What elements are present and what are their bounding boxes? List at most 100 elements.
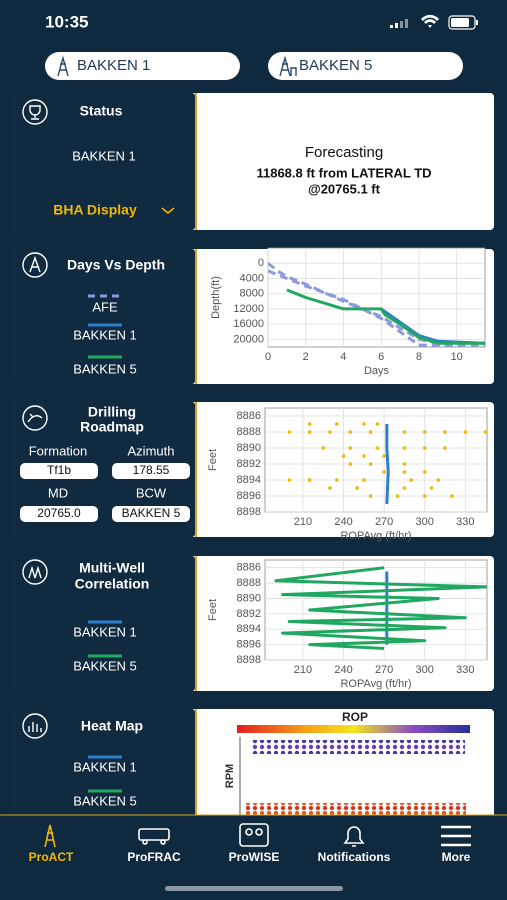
x-tick-label: 330 xyxy=(456,516,474,528)
field-value: Tf1b xyxy=(47,463,71,477)
field-value: BAKKEN 5 xyxy=(122,506,181,520)
legend-label: BAKKEN 5 xyxy=(73,361,137,376)
well-button[interactable]: BAKKEN 1 xyxy=(45,52,240,80)
tab-label[interactable]: ProFRAC xyxy=(127,850,181,864)
scatter-point xyxy=(368,430,373,434)
scatter-point xyxy=(382,454,386,458)
tab-label[interactable]: More xyxy=(442,850,471,864)
legend-label: BAKKEN 1 xyxy=(73,624,137,639)
scatter-point xyxy=(422,470,427,474)
x-tick-label: 270 xyxy=(375,664,393,676)
scatter-point xyxy=(287,478,292,482)
scatter-point xyxy=(463,430,468,434)
field-value: 178.55 xyxy=(133,463,170,477)
well-button-label[interactable]: BAKKEN 1 xyxy=(77,57,150,74)
tab-label[interactable]: Notifications xyxy=(318,850,391,864)
series-line xyxy=(385,424,390,505)
colorbar xyxy=(237,725,470,733)
heat-dots xyxy=(246,803,466,815)
scatter-point xyxy=(362,454,366,458)
forecast-line: 11868.8 ft from LATERAL TD xyxy=(256,165,431,180)
scatter-point xyxy=(402,430,407,434)
scatter-point xyxy=(429,486,434,490)
card-title: Days Vs Depth xyxy=(67,257,165,273)
x-tick-label: 0 xyxy=(265,351,271,363)
scatter-point xyxy=(450,494,454,498)
field-pill xyxy=(20,463,98,479)
legend-label: BAKKEN 1 xyxy=(73,759,137,774)
x-axis-label: Days xyxy=(364,365,390,377)
plot xyxy=(287,422,487,505)
field-pill xyxy=(20,506,98,522)
series-line xyxy=(274,566,487,650)
home-indicator xyxy=(165,886,343,891)
y-axis-label: Depth(ft) xyxy=(210,276,222,319)
scatter-point xyxy=(348,446,353,450)
card-title: Status xyxy=(80,103,123,119)
scatter-point xyxy=(334,422,339,426)
x-tick-label: 300 xyxy=(416,664,434,676)
scatter-point xyxy=(483,430,487,434)
colorbar-title: ROP xyxy=(342,710,368,724)
tab-label[interactable]: ProWISE xyxy=(229,850,280,864)
x-tick-label: 210 xyxy=(294,516,312,528)
field-label: Formation xyxy=(29,443,88,458)
y-tick-label: 8894 xyxy=(237,623,261,635)
scatter-point xyxy=(368,494,373,498)
y-axis-label: Feet xyxy=(207,599,219,621)
bha-link[interactable]: BHA Display xyxy=(53,202,175,218)
y-tick-label: 8892 xyxy=(237,458,261,470)
legend-label: AFE xyxy=(92,299,118,314)
plot xyxy=(268,262,485,347)
well-button-label[interactable]: BAKKEN 5 xyxy=(299,57,372,74)
plot-area xyxy=(264,407,488,513)
scatter-point xyxy=(375,422,380,426)
card-title: Roadmap xyxy=(80,419,144,435)
scatter-point xyxy=(287,430,292,434)
y-tick-label: 4000 xyxy=(240,272,264,284)
field-label: MD xyxy=(48,485,68,500)
well-button[interactable]: BAKKEN 5 xyxy=(268,52,463,80)
field-value: 20765.0 xyxy=(37,506,81,520)
legend-label: BAKKEN 5 xyxy=(73,658,137,673)
y-tick-label: 8890 xyxy=(237,442,261,454)
card-title: Drilling xyxy=(88,404,136,420)
y-tick-label: 8886 xyxy=(237,562,261,574)
y-tick-label: 8896 xyxy=(237,490,261,502)
scatter-point xyxy=(402,462,407,466)
scatter-point xyxy=(375,446,380,450)
x-tick-label: 330 xyxy=(456,664,474,676)
y-tick-label: 0 xyxy=(258,257,264,269)
y-tick-label: 8894 xyxy=(237,474,261,486)
x-tick-label: 210 xyxy=(294,664,312,676)
y-tick-label: 8896 xyxy=(237,639,261,651)
card-title: Heat Map xyxy=(81,718,143,734)
bha-link-label[interactable]: BHA Display xyxy=(53,202,137,218)
y-tick-label: 8898 xyxy=(237,654,261,666)
scatter-point xyxy=(341,454,346,458)
x-tick-label: 4 xyxy=(340,351,346,363)
scatter-point xyxy=(422,446,427,450)
tab-label[interactable]: ProACT xyxy=(29,850,74,864)
y-tick-label: 20000 xyxy=(233,333,264,345)
y-tick-label: 12000 xyxy=(233,303,264,315)
y-tick-label: 8890 xyxy=(237,592,261,604)
scatter-point xyxy=(362,478,366,482)
scatter-point xyxy=(321,446,326,450)
scatter-point xyxy=(355,486,359,490)
x-tick-label: 2 xyxy=(303,351,309,363)
scatter-point xyxy=(422,494,427,498)
scatter-point xyxy=(328,486,332,490)
scatter-point xyxy=(382,470,386,474)
card-title: Multi-Well xyxy=(79,560,145,576)
scatter-point xyxy=(362,422,366,426)
scatter-point xyxy=(348,430,353,434)
plot xyxy=(274,566,487,650)
series-line xyxy=(286,288,485,345)
scatter-point xyxy=(422,430,427,434)
heat-dots xyxy=(250,740,465,754)
x-tick-label: 300 xyxy=(416,516,434,528)
